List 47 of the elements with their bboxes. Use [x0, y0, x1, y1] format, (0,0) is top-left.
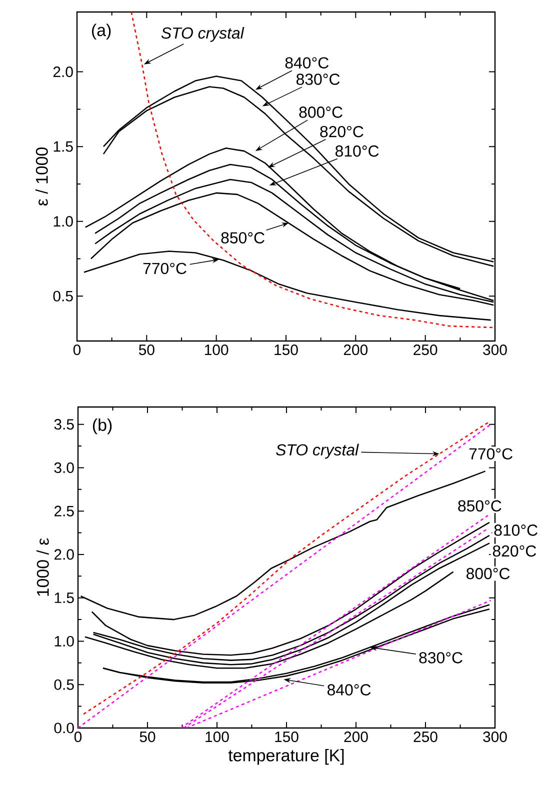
- annotation: (a): [92, 24, 111, 40]
- y-tick-label: 3.5: [54, 419, 74, 430]
- annotation: 820°C: [320, 126, 364, 138]
- annotation: 800°C: [299, 106, 342, 118]
- annotation: 770°C: [143, 262, 186, 274]
- x-tick-label: 300: [483, 344, 507, 356]
- annotation: 840°C: [285, 57, 329, 68]
- x-tick-label: 250: [414, 732, 438, 742]
- y-tick-label: 0.5: [53, 290, 73, 302]
- y-tick-label: 2.0: [53, 66, 73, 78]
- x-tick-label: 0: [74, 732, 82, 742]
- annotation: 820°C: [492, 545, 536, 557]
- annotation: 850°C: [458, 500, 502, 512]
- x-tick-label: 50: [140, 732, 156, 742]
- y-tick-label: 1.0: [54, 216, 73, 227]
- y-tick-label: 1.5: [54, 592, 74, 604]
- x-tick-label: 100: [205, 344, 228, 356]
- y-axis-title: ε / 1000: [35, 147, 48, 206]
- y-tick-label: 1.5: [54, 141, 73, 152]
- annotation: 810°C: [336, 145, 379, 157]
- x-tick-label: 250: [414, 344, 438, 356]
- y-tick-label: 0.0: [54, 722, 74, 734]
- x-tick-label: 200: [344, 732, 368, 742]
- annotation: (b): [92, 418, 112, 434]
- annotation: 840°C: [327, 684, 371, 696]
- annotation: 850°C: [221, 232, 264, 244]
- x-tick-label: 300: [483, 732, 507, 742]
- annotation: 800°C: [466, 568, 510, 580]
- y-tick-label: 2.5: [54, 506, 74, 516]
- y-tick-label: 3.0: [54, 462, 74, 474]
- annotation: 770°C: [469, 448, 512, 460]
- x-tick-label: 0: [73, 344, 81, 356]
- y-axis-title: 1000 / ε: [36, 538, 49, 596]
- annotation: 830°C: [419, 652, 462, 664]
- annotation: STO crystal: [161, 26, 244, 42]
- y-tick-label: 1.0: [54, 636, 74, 647]
- annotation: 810°C: [494, 524, 538, 536]
- y-tick-label: 2.0: [54, 549, 74, 560]
- annotation: 830°C: [296, 74, 340, 85]
- x-axis-title: temperature [K]: [228, 748, 344, 765]
- annotation: STO crystal: [276, 444, 359, 459]
- x-tick-label: 50: [138, 344, 154, 356]
- x-tick-label: 150: [274, 344, 298, 356]
- x-tick-label: 200: [344, 344, 368, 356]
- x-tick-label: 150: [275, 732, 298, 742]
- y-tick-label: 0.5: [54, 679, 74, 690]
- x-tick-label: 100: [206, 732, 229, 742]
